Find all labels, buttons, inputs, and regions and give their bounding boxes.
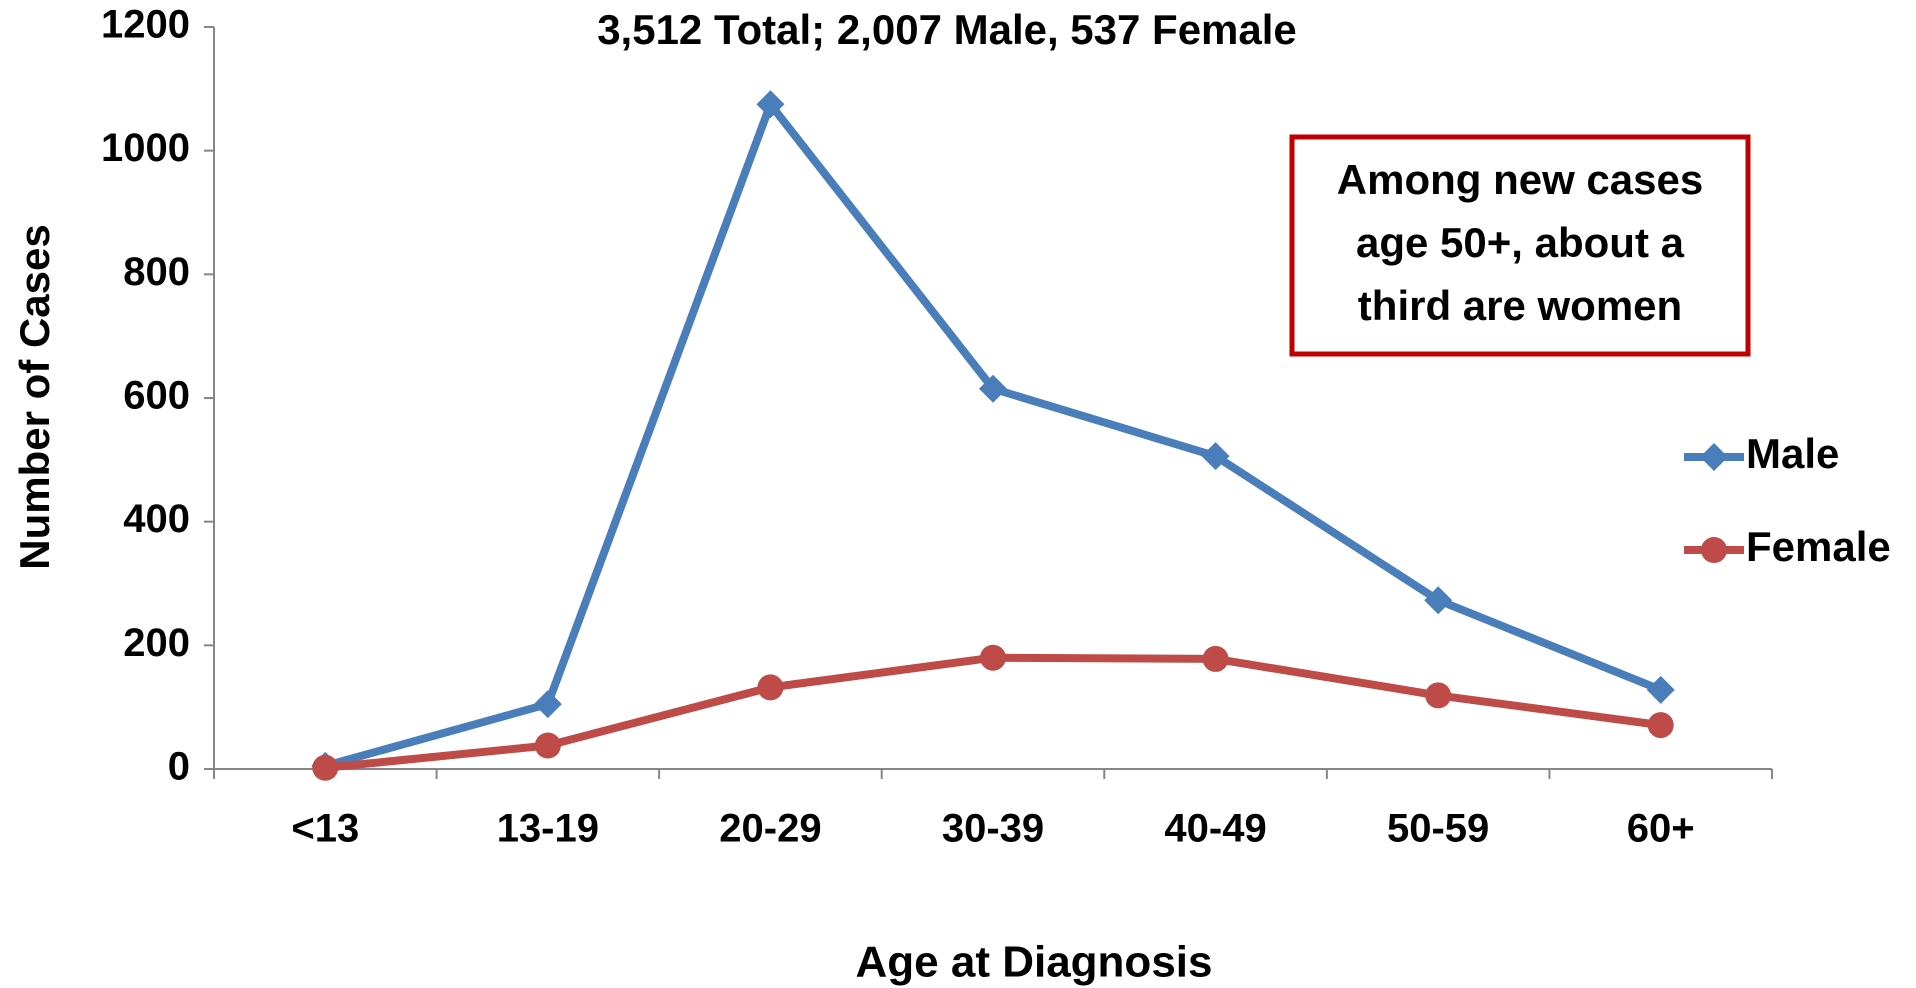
annotation-box	[1289, 134, 1751, 357]
data-point	[757, 674, 784, 701]
annotation-text: third are women	[1358, 282, 1682, 329]
y-tick-label: 600	[123, 374, 190, 418]
data-point	[1646, 675, 1675, 704]
x-tick-label: <13	[291, 807, 359, 851]
data-point	[534, 732, 561, 759]
data-point	[1202, 645, 1229, 672]
x-tick-label: 60+	[1627, 807, 1695, 851]
data-point	[980, 644, 1006, 671]
legend-marker	[1700, 443, 1728, 471]
x-tick-label: 50-59	[1387, 807, 1489, 851]
data-point	[1425, 682, 1452, 709]
legend-marker	[1701, 537, 1727, 563]
y-tick-label: 800	[123, 250, 190, 294]
legend-label: Female	[1746, 523, 1891, 570]
y-tick-label: 1000	[101, 126, 190, 170]
y-tick-label: 0	[168, 745, 190, 789]
data-point	[979, 374, 1007, 403]
data-point	[1201, 442, 1230, 471]
data-point	[533, 690, 562, 719]
x-tick-label: 30-39	[942, 807, 1044, 851]
y-tick-label: 1200	[101, 3, 190, 47]
chart-title: 3,512 Total; 2,007 Male, 537 Female	[597, 6, 1297, 53]
x-tick-label: 13-19	[497, 807, 599, 851]
data-point	[312, 754, 339, 781]
annotation-text: Among new cases	[1337, 156, 1703, 203]
y-axis-label: Number of Cases	[11, 224, 58, 569]
x-tick-label: 40-49	[1164, 807, 1266, 851]
data-point	[1424, 586, 1453, 615]
x-tick-label: 20-29	[719, 807, 821, 851]
legend-label: Male	[1746, 430, 1839, 477]
annotation-text: age 50+, about a	[1356, 219, 1685, 266]
data-point	[1647, 712, 1674, 739]
x-axis-label: Age at Diagnosis	[856, 938, 1213, 987]
y-tick-label: 400	[123, 497, 190, 541]
y-tick-label: 200	[123, 621, 190, 665]
data-point	[756, 90, 785, 119]
